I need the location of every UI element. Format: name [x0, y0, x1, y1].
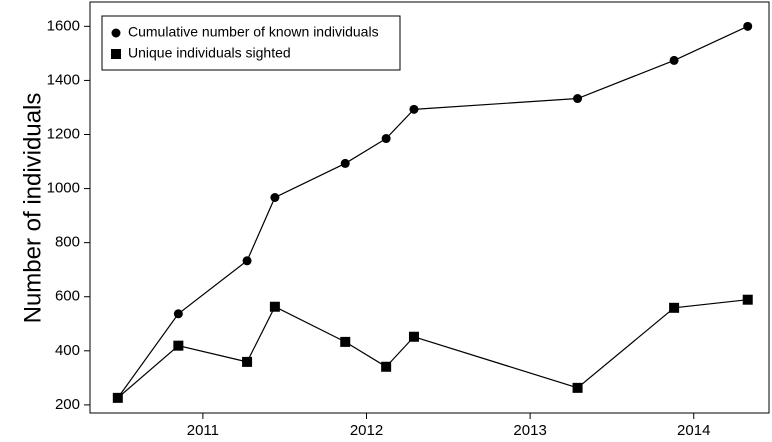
y-tick-label: 1200 — [47, 125, 80, 142]
x-tick-label: 2014 — [677, 422, 710, 439]
marker — [743, 21, 753, 31]
marker — [340, 158, 350, 168]
marker — [409, 104, 419, 114]
marker — [381, 134, 391, 144]
marker — [408, 331, 419, 342]
marker — [573, 94, 583, 104]
marker — [270, 192, 280, 202]
marker — [269, 301, 280, 312]
series-line — [117, 299, 748, 399]
marker — [572, 382, 583, 393]
x-tick-label: 2012 — [350, 422, 383, 439]
legend-text: Cumulative number of known individuals — [128, 24, 379, 40]
x-tick-label: 2011 — [187, 422, 219, 439]
legend-text: Unique individuals sighted — [128, 45, 291, 61]
plot-frame — [89, 1, 770, 414]
marker — [742, 294, 753, 305]
y-tick-label: 600 — [55, 288, 80, 305]
marker — [173, 340, 184, 351]
marker — [173, 309, 183, 319]
marker — [669, 302, 680, 313]
y-tick-label: 800 — [55, 234, 80, 251]
legend-marker — [111, 28, 121, 38]
y-tick-label: 1400 — [47, 71, 80, 88]
marker — [242, 356, 253, 367]
y-tick-label: 200 — [55, 396, 80, 413]
series-line — [117, 25, 748, 399]
y-tick-label: 400 — [55, 342, 80, 359]
x-tick-label: 2013 — [513, 422, 546, 439]
legend-box — [101, 15, 401, 71]
marker — [340, 336, 351, 347]
y-axis-title: Number of individuals — [19, 93, 46, 324]
marker — [381, 361, 392, 372]
legend-marker — [111, 49, 121, 59]
y-tick-label: 1000 — [47, 180, 80, 197]
marker — [669, 55, 679, 65]
y-tick-label: 1600 — [47, 17, 80, 34]
marker — [242, 256, 252, 266]
marker — [112, 392, 123, 403]
